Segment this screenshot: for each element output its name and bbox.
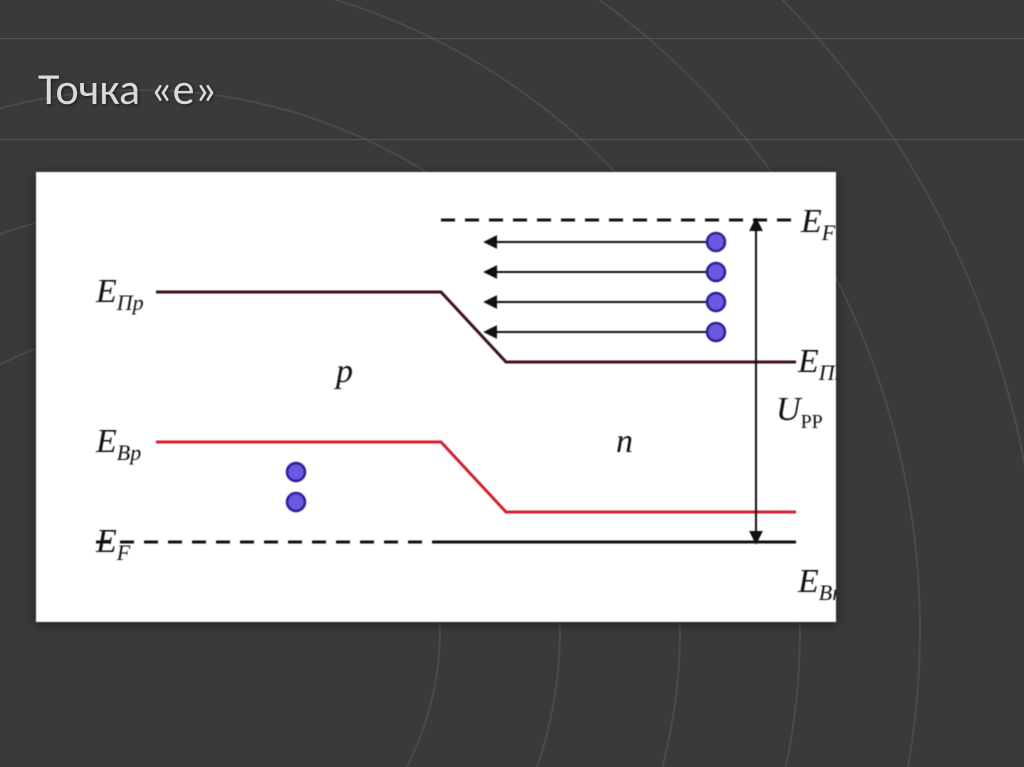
svg-text:UPP: UPP <box>776 391 823 433</box>
svg-text:EF: EF <box>95 523 131 565</box>
svg-text:EF: EF <box>800 203 836 245</box>
diagram-svg: EПp EBp EF EF EПn EBn UPP p n <box>36 172 836 622</box>
svg-text:EПp: EПp <box>95 273 144 315</box>
svg-text:n: n <box>616 423 633 460</box>
title-bar: Точка «е» <box>0 38 1024 140</box>
svg-text:EПn: EПn <box>797 343 836 385</box>
svg-text:EBp: EBp <box>95 423 141 465</box>
band-diagram: EПp EBp EF EF EПn EBn UPP p n <box>36 172 836 622</box>
svg-text:p: p <box>334 353 353 390</box>
svg-text:EBn: EBn <box>797 563 836 605</box>
slide: Точка «е» EПp EBp EF EF EПn EBn UPP p n <box>0 0 1024 767</box>
slide-title: Точка «е» <box>38 62 217 116</box>
